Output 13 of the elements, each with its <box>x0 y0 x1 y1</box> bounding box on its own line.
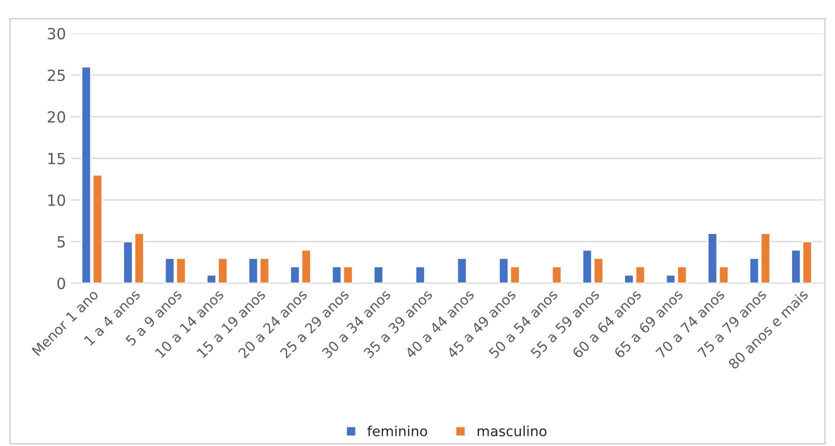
bar <box>373 266 384 284</box>
y-tick-label: 10 <box>48 194 66 206</box>
legend-label: feminino <box>367 426 428 436</box>
legend-label: masculino <box>478 426 546 436</box>
y-tick-label: 0 <box>57 278 66 290</box>
bar <box>414 266 426 284</box>
y-tick-label: 15 <box>48 152 65 164</box>
bar <box>551 266 562 284</box>
y-tick-label: 30 <box>48 28 66 40</box>
y-tick-label: 20 <box>48 111 66 123</box>
y-tick-label: 5 <box>58 236 65 248</box>
bar <box>456 258 468 284</box>
y-tick-label: 25 <box>48 70 65 82</box>
